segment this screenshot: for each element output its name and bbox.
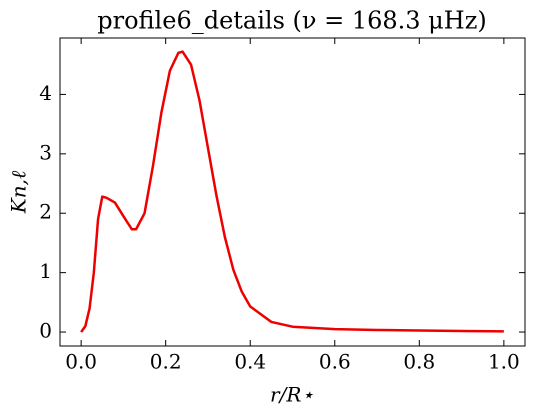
data-line <box>80 50 504 333</box>
x-tick-label: 0.6 <box>319 350 351 374</box>
x-axis-label: r/R⋆ <box>270 383 314 407</box>
y-axis-label: Kn,ℓ <box>7 170 31 214</box>
y-tick-label: 0 <box>39 319 52 343</box>
x-tick-label: 0.2 <box>150 350 182 374</box>
y-tick-label: 4 <box>39 81 52 105</box>
x-tick-label: 1.0 <box>488 350 520 374</box>
x-tick-label: 0.8 <box>403 350 435 374</box>
x-tick-label: 0.4 <box>234 350 266 374</box>
x-tick-label: 0.0 <box>65 350 97 374</box>
chart-title: profile6_details (ν = 168.3 μHz) <box>97 7 486 35</box>
y-tick-label: 2 <box>39 200 52 224</box>
y-tick-label: 1 <box>39 259 52 283</box>
y-tick-label: 3 <box>39 140 52 164</box>
plot-frame <box>59 37 526 347</box>
